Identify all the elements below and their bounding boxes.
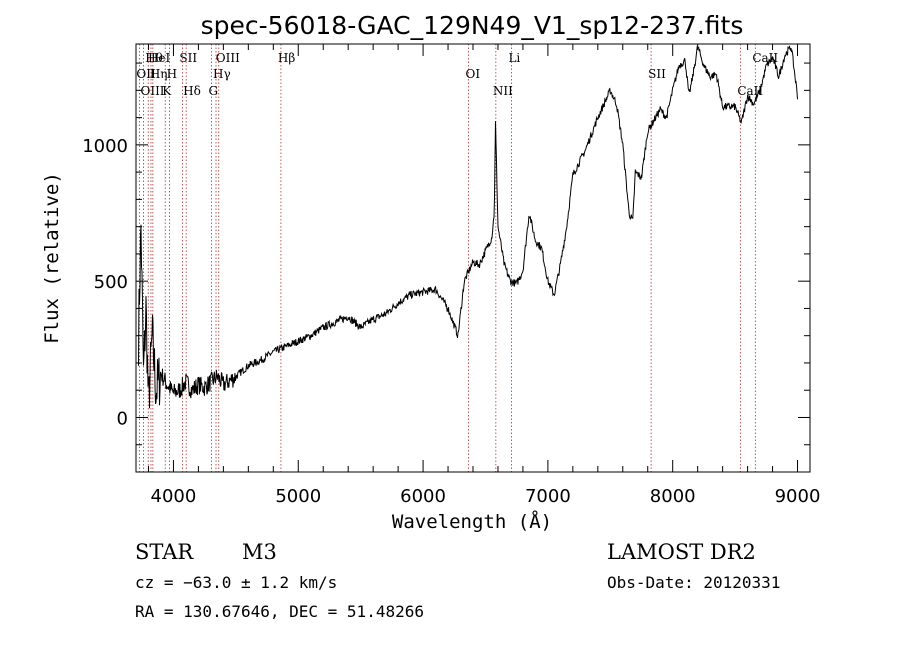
x-tick-label: 6000	[400, 486, 446, 507]
line-marker-label: Li	[508, 51, 520, 65]
line-marker-label: K	[162, 84, 172, 98]
redshift-cz: cz = −63.0 ± 1.2 km/s	[135, 573, 338, 592]
y-tick-label: 500	[94, 272, 128, 293]
line-marker-label: OI	[466, 67, 481, 81]
line-marker-label: OII	[136, 67, 156, 81]
line-marker-label: CaII	[752, 51, 778, 65]
chart-title: spec-56018-GAC_129N49_V1_sp12-237.fits	[201, 11, 744, 40]
line-marker-label: G	[209, 84, 219, 98]
observation-date: Obs-Date: 20120331	[607, 573, 781, 592]
line-marker-label: H	[167, 67, 177, 81]
line-marker-label: Hδ	[183, 84, 201, 98]
line-marker-label: NII	[493, 84, 513, 98]
line-marker-label: OIII	[140, 84, 164, 98]
x-tick-label: 5000	[275, 486, 321, 507]
line-marker-label: SII	[648, 67, 666, 81]
line-marker-label: Hη	[150, 67, 168, 81]
emission-line-markers	[138, 44, 756, 472]
line-marker-label: Hβ	[278, 51, 295, 65]
x-tick-label: 8000	[650, 486, 696, 507]
y-axis-label: Flux (relative)	[41, 172, 63, 344]
x-tick-label: 4000	[151, 486, 197, 507]
x-axis-label: Wavelength (Å)	[392, 510, 552, 533]
x-axis-ticks: 4000 5000 6000 7000 8000 9000	[147, 44, 821, 507]
y-tick-label: 1000	[82, 136, 128, 157]
emission-line-labels: HθOIIOIIIHeIHηKSIIHHδOIIIHγGHβOINIILiSII…	[136, 51, 778, 98]
line-marker-label: OIII	[216, 51, 240, 65]
y-tick-label: 0	[117, 408, 128, 429]
line-marker-label: SII	[179, 51, 197, 65]
object-class: STAR	[135, 540, 194, 564]
y-axis-ticks: 0 500 1000	[82, 62, 810, 446]
coordinates: RA = 130.67646, DEC = 51.48266	[135, 602, 424, 621]
line-marker-label: Hγ	[213, 67, 231, 81]
line-marker-label: HeI	[148, 51, 171, 65]
plot-frame	[135, 43, 811, 473]
line-marker-label: CaII	[737, 84, 763, 98]
x-tick-label: 7000	[525, 486, 571, 507]
spectrum-line	[138, 45, 798, 409]
line-marker-label: Hθ	[145, 51, 163, 65]
x-tick-label: 9000	[775, 486, 821, 507]
object-subclass: M3	[242, 540, 277, 564]
survey-name: LAMOST DR2	[607, 540, 756, 564]
